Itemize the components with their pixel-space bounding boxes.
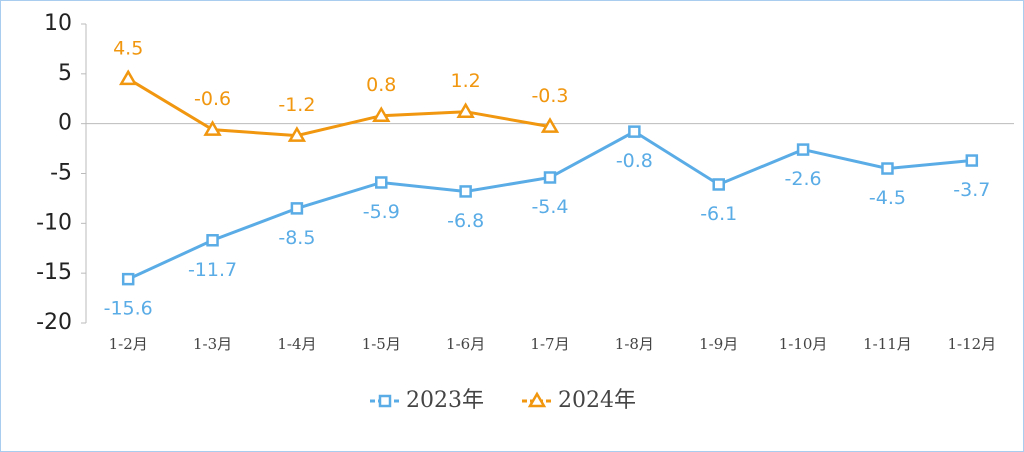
data-label: -6.1 [700,203,737,225]
x-tick-label: 1-5月 [362,335,401,353]
legend-marker [527,391,547,408]
x-tick-label: 1-2月 [109,335,148,353]
marker [203,120,222,136]
data-label: -2.6 [785,168,822,190]
marker [543,171,557,184]
legend-label: 2024年 [558,388,636,413]
marker [287,126,307,142]
x-tick-label: 1-11月 [863,335,912,353]
x-tick-label: 1-7月 [530,335,569,353]
x-tick-label: 1-3月 [193,335,232,353]
y-tick-label: 5 [58,61,72,86]
data-label: 1.2 [451,70,481,92]
data-label: -5.4 [531,196,568,218]
data-label: 4.5 [113,37,143,59]
marker [375,176,388,189]
data-label: -11.7 [188,259,237,281]
x-tick-label: 1-6月 [446,335,485,353]
marker [881,162,894,175]
marker [540,117,560,133]
x-tick-label: 1-10月 [779,335,828,353]
y-tick-label: 10 [44,11,72,36]
data-label: -0.8 [616,150,653,172]
x-tick-label: 1-4月 [277,335,316,353]
legend-marker [378,394,392,408]
data-label: -15.6 [104,298,153,320]
data-label: -4.5 [869,187,906,209]
data-label: -0.6 [194,88,231,110]
legend-label: 2023年 [406,388,484,413]
marker [459,185,472,198]
marker [372,106,391,122]
y-tick-label: -10 [36,210,72,235]
data-label: -3.7 [953,179,990,201]
y-tick-label: -20 [36,310,72,335]
data-label: -5.9 [363,201,400,223]
marker [121,272,135,286]
data-label: -0.3 [531,85,568,107]
marker [290,202,304,215]
y-tick-label: -5 [50,161,72,186]
marker [965,154,979,167]
data-label: -1.2 [278,94,315,116]
y-tick-label: 0 [58,111,72,136]
data-label: -8.5 [278,227,315,249]
x-tick-label: 1-12月 [947,335,996,353]
marker [206,234,219,247]
x-tick-label: 1-8月 [615,335,654,353]
y-tick-label: -15 [36,260,72,285]
series-line [127,77,551,138]
data-label: 0.8 [366,74,396,96]
marker [796,143,810,156]
x-tick-label: 1-9月 [699,335,738,353]
marker [712,178,725,191]
marker [119,69,138,86]
marker [456,102,475,118]
marker [628,125,641,138]
data-label: -6.8 [447,210,484,232]
